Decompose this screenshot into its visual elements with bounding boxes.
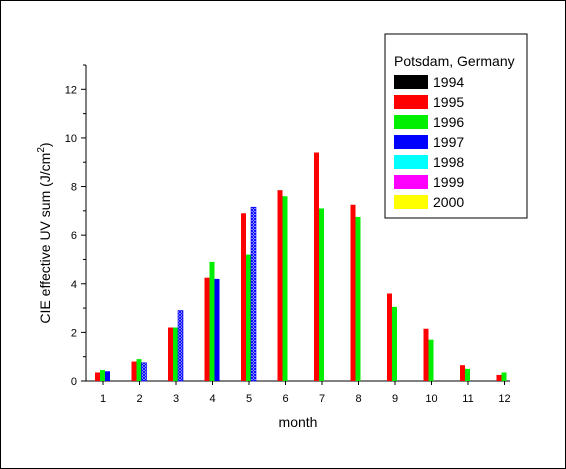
legend-label-1997: 1997	[433, 134, 464, 150]
legend-label-1994: 1994	[433, 74, 464, 90]
legend-label-1995: 1995	[433, 94, 464, 110]
x-tick-label: 5	[246, 393, 252, 405]
legend-swatch-1998	[394, 155, 428, 169]
bar-1997-month-5	[250, 206, 257, 382]
x-tick-label: 6	[282, 393, 288, 405]
legend-title: Potsdam, Germany	[394, 53, 515, 69]
bar-1995-month-5	[241, 213, 246, 381]
bar-1996-month-2	[136, 359, 142, 381]
y-tick-label: 2	[71, 327, 77, 339]
bar-1996-month-5	[246, 254, 251, 381]
y-axis-label-superscript: 2	[36, 147, 47, 153]
x-tick-label: 10	[425, 393, 437, 405]
bar-1996-month-8	[355, 216, 361, 381]
bar-1995-month-7	[314, 152, 319, 381]
axes	[81, 64, 510, 385]
y-tick-label: 12	[65, 84, 77, 96]
bar-1995-month-2	[131, 361, 137, 381]
x-tick-label: 12	[498, 393, 510, 405]
legend-swatch-1999	[394, 175, 428, 189]
x-tick-label: 8	[355, 393, 361, 405]
y-axis-label: CIE effective UV sum (J/cm2)	[36, 142, 53, 323]
bar-1997-month-1	[105, 371, 110, 381]
y-axis-label-main: CIE effective UV sum (J/cm	[37, 153, 53, 324]
legend-swatch-1997	[394, 135, 428, 149]
legend-swatch-1996	[394, 115, 428, 129]
x-axis-label: month	[279, 414, 318, 430]
bar-1996-month-3	[173, 327, 178, 381]
bar-1996-month-11	[465, 368, 470, 381]
y-tick-label: 0	[71, 376, 77, 388]
x-tick-label: 2	[136, 393, 142, 405]
bar-1995-month-4	[204, 277, 210, 381]
bar-1995-month-10	[423, 328, 429, 381]
y-tick-labels: 0 2 4 6 8 10 12	[65, 84, 77, 388]
legend-swatch-1995	[394, 95, 428, 109]
x-tick-label: 4	[209, 393, 215, 405]
bar-1996-month-10	[428, 339, 434, 381]
y-axis-label-close: )	[37, 142, 53, 147]
bar-1995-month-9	[387, 293, 392, 381]
x-tick-label: 1	[100, 393, 106, 405]
legend-label-1996: 1996	[433, 114, 464, 130]
legend-swatch-1994	[394, 75, 428, 89]
bar-1995-month-3	[168, 327, 173, 381]
bar-1995-month-12	[496, 374, 502, 381]
x-tick-label: 3	[173, 393, 179, 405]
bar-1997-month-2	[141, 362, 147, 382]
bar-1996-month-6	[282, 196, 288, 381]
bar-1996-month-9	[392, 306, 397, 381]
bar-1996-month-4	[209, 261, 215, 381]
bar-1997-month-3	[177, 310, 184, 382]
bar-1995-month-11	[460, 365, 465, 381]
x-tick-label: 11	[462, 393, 473, 405]
bar-1997-month-4	[214, 278, 220, 381]
x-tick-labels: 1 2 3 4 5 6 7 8 9 10 11 12	[100, 393, 511, 405]
bar-1996-month-7	[319, 208, 324, 381]
y-tick-label: 6	[71, 230, 77, 242]
legend-items: 1994 1995 1996 1997 1998 1999 2000	[394, 74, 464, 210]
legend-label-1999: 1999	[433, 174, 464, 190]
bar-1995-month-1	[95, 372, 100, 381]
bars	[95, 152, 507, 382]
legend-label-1998: 1998	[433, 154, 464, 170]
y-tick-label: 10	[65, 133, 77, 145]
bar-1996-month-12	[501, 372, 507, 381]
bar-1995-month-6	[277, 190, 283, 381]
bar-1996-month-1	[100, 370, 105, 381]
x-tick-label: 9	[392, 393, 398, 405]
y-tick-label: 8	[71, 182, 77, 194]
y-tick-label: 4	[71, 279, 77, 291]
legend-label-2000: 2000	[433, 194, 464, 210]
legend-swatch-2000	[394, 195, 428, 209]
bar-1995-month-8	[350, 204, 356, 381]
legend: Potsdam, Germany 19941995199619971998199…	[384, 33, 528, 219]
x-tick-label: 7	[319, 393, 325, 405]
